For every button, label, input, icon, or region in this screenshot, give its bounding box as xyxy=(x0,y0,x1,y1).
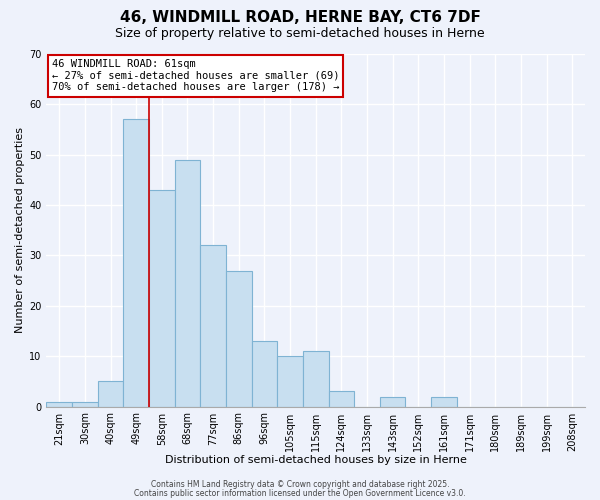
Bar xyxy=(175,160,200,406)
Bar xyxy=(72,402,98,406)
Y-axis label: Number of semi-detached properties: Number of semi-detached properties xyxy=(15,128,25,334)
Text: Contains public sector information licensed under the Open Government Licence v3: Contains public sector information licen… xyxy=(134,488,466,498)
Bar xyxy=(124,120,149,406)
Text: 46 WINDMILL ROAD: 61sqm
← 27% of semi-detached houses are smaller (69)
70% of se: 46 WINDMILL ROAD: 61sqm ← 27% of semi-de… xyxy=(52,60,339,92)
X-axis label: Distribution of semi-detached houses by size in Herne: Distribution of semi-detached houses by … xyxy=(165,455,467,465)
Bar xyxy=(431,396,457,406)
Text: Contains HM Land Registry data © Crown copyright and database right 2025.: Contains HM Land Registry data © Crown c… xyxy=(151,480,449,489)
Text: 46, WINDMILL ROAD, HERNE BAY, CT6 7DF: 46, WINDMILL ROAD, HERNE BAY, CT6 7DF xyxy=(119,10,481,25)
Bar xyxy=(200,246,226,406)
Bar xyxy=(149,190,175,406)
Bar xyxy=(380,396,406,406)
Bar xyxy=(46,402,72,406)
Bar xyxy=(329,392,354,406)
Bar xyxy=(251,341,277,406)
Text: Size of property relative to semi-detached houses in Herne: Size of property relative to semi-detach… xyxy=(115,28,485,40)
Bar xyxy=(98,382,124,406)
Bar xyxy=(303,351,329,406)
Bar xyxy=(277,356,303,406)
Bar xyxy=(226,270,251,406)
